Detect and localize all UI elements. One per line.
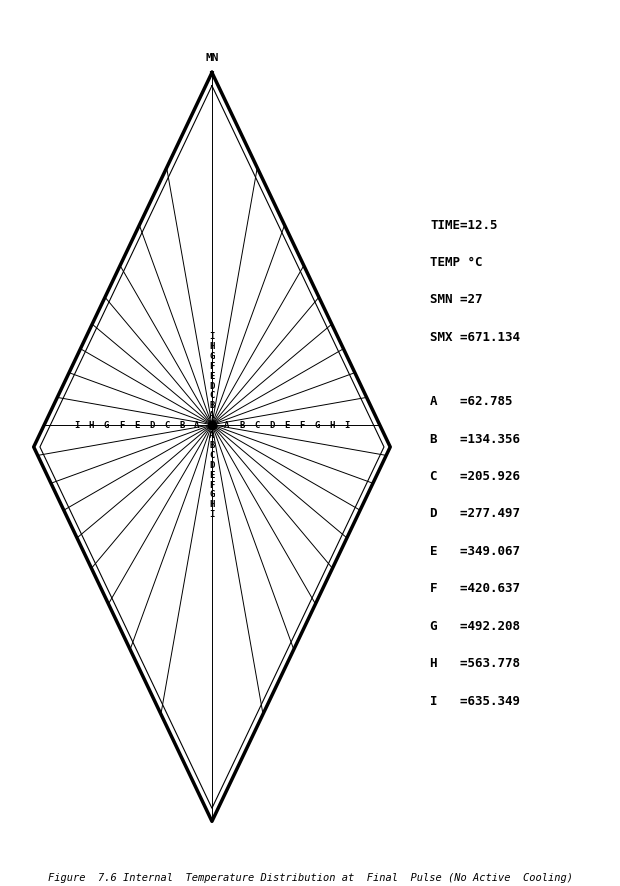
Text: D: D (210, 381, 215, 390)
Text: D: D (149, 421, 154, 430)
Text: Figure  7.6 Internal  Temperature Distribution at  Final  Pulse (No Active  Cool: Figure 7.6 Internal Temperature Distribu… (48, 872, 572, 882)
Text: H   =563.778: H =563.778 (430, 657, 520, 670)
Text: C: C (210, 391, 215, 400)
Text: H: H (210, 342, 215, 351)
Text: I: I (210, 509, 215, 518)
Text: A: A (224, 421, 229, 430)
Text: C: C (164, 421, 169, 430)
Text: F: F (119, 421, 125, 430)
Text: F: F (210, 480, 215, 489)
Text: TEMP °C: TEMP °C (430, 256, 483, 268)
Text: C: C (254, 421, 260, 430)
Text: G: G (314, 421, 320, 430)
Text: D   =277.497: D =277.497 (430, 507, 520, 520)
Text: I   =635.349: I =635.349 (430, 694, 520, 707)
Text: A: A (194, 421, 200, 430)
Text: F   =420.637: F =420.637 (430, 581, 520, 595)
Text: F: F (299, 421, 305, 430)
Text: I: I (210, 331, 215, 340)
Text: G: G (210, 352, 215, 361)
Text: E: E (285, 421, 290, 430)
Text: I: I (74, 421, 79, 430)
Text: C   =205.926: C =205.926 (430, 470, 520, 483)
Text: E: E (210, 470, 215, 479)
Text: C: C (210, 450, 215, 459)
Text: SMN =27: SMN =27 (430, 293, 483, 307)
Text: G: G (104, 421, 109, 430)
Text: B: B (179, 421, 185, 430)
Text: SMX =671.134: SMX =671.134 (430, 330, 520, 344)
Text: D: D (210, 460, 215, 470)
Text: I: I (345, 421, 350, 430)
Text: A: A (210, 411, 215, 420)
Text: B: B (210, 440, 215, 449)
Text: TIME=12.5: TIME=12.5 (430, 218, 498, 231)
Text: E: E (210, 371, 215, 380)
Text: B: B (239, 421, 245, 430)
Text: D: D (270, 421, 275, 430)
Text: F: F (210, 361, 215, 370)
Text: E   =349.067: E =349.067 (430, 544, 520, 557)
Text: E: E (134, 421, 140, 430)
Text: H: H (330, 421, 335, 430)
Text: G   =492.208: G =492.208 (430, 619, 520, 632)
Text: B: B (210, 400, 215, 410)
Text: G: G (210, 490, 215, 499)
Text: B   =134.356: B =134.356 (430, 432, 520, 445)
Text: MN: MN (205, 53, 219, 63)
Text: H: H (210, 500, 215, 509)
Text: A: A (210, 431, 215, 439)
Text: H: H (89, 421, 94, 430)
Text: A   =62.785: A =62.785 (430, 394, 513, 408)
